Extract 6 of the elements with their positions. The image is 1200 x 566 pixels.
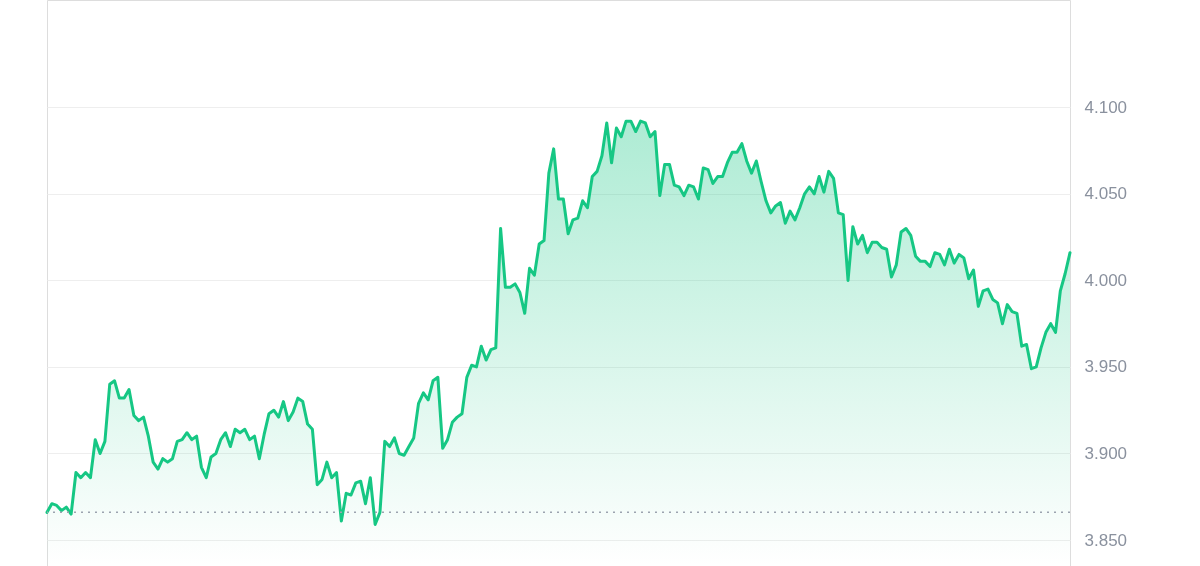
y-tick-label: 4.100	[1084, 97, 1128, 117]
y-tick-label: 3.950	[1084, 357, 1128, 377]
y-tick-label: 3.850	[1084, 530, 1128, 550]
y-tick-label: 4.000	[1084, 270, 1128, 290]
y-tick-label: 3.900	[1084, 443, 1128, 463]
y-tick-label: 4.050	[1084, 184, 1128, 204]
